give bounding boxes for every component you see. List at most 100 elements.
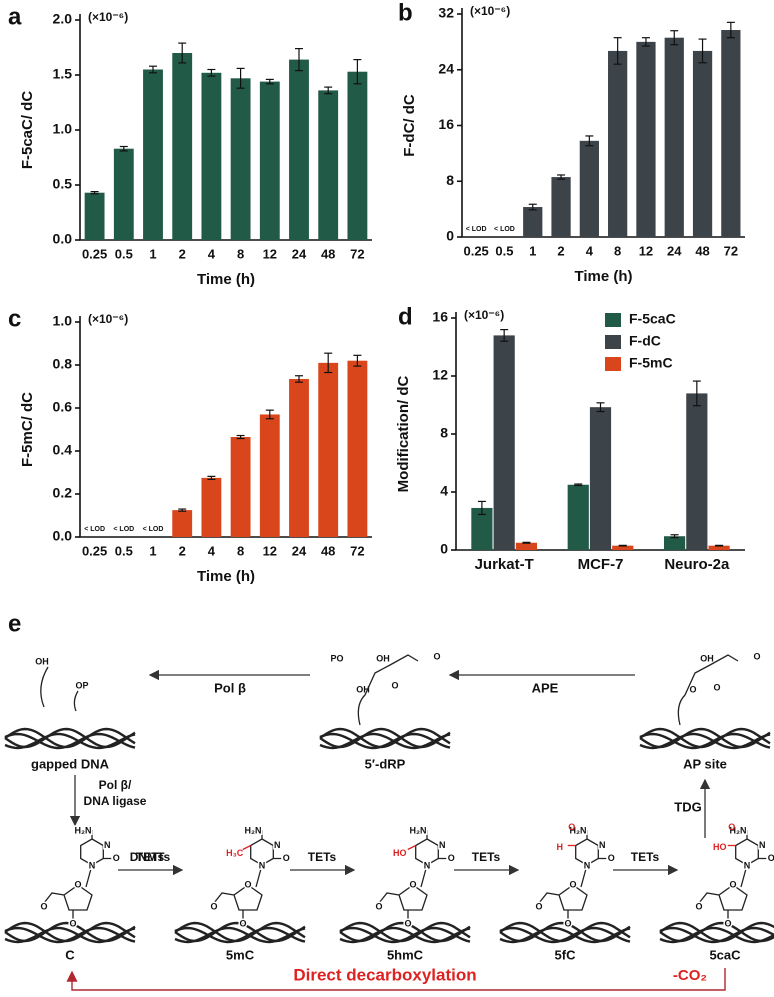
x-tick-label: 4 [586,243,594,258]
dna-helix [339,921,471,944]
diagram-text: H [556,842,563,852]
diagram-text: 5′-dRP [365,756,406,771]
diagram-text: 5hmC [387,947,424,962]
diagram-text: O [535,901,542,911]
y-tick-label: 0.0 [53,528,73,544]
diagram-text: N [274,840,281,850]
dna-strand [319,732,451,750]
x-tick-label: 0.5 [115,543,133,558]
y-multiplier: (×10⁻⁶) [88,10,128,24]
bar [579,140,599,237]
dna-helix [639,727,771,750]
bar [523,207,543,237]
group-bond [407,844,417,851]
value-label: < LOD [494,226,515,233]
x-tick-label: 2 [179,543,186,558]
diagram-text: O [768,853,774,863]
dna-strand [339,926,471,944]
legend-swatch [605,335,621,349]
diagram-text: HO [393,848,407,858]
base-bonds [255,830,282,888]
chart-panel: d (×10⁻⁶) 0 4 8 12 16 Modification/ dC Jurkat-T M… [395,303,745,573]
x-tick-label: 24 [292,543,307,558]
x-tick-label: 72 [350,543,364,558]
diagram-text: O [728,822,735,832]
bar [636,41,656,237]
diagram-text: N [599,840,606,850]
panel-letter: b [398,0,413,26]
bar [201,477,222,537]
bar [663,536,686,550]
bar [664,37,684,237]
diagram-text: gapped DNA [31,756,110,771]
dna-helix [4,921,136,944]
diagram-text: AP site [683,756,727,771]
x-tick-label: 24 [667,243,682,258]
diagram-text: N [424,860,431,870]
diagram-text: O [409,879,416,889]
x-tick-label: 72 [350,246,364,261]
dna-strand [659,921,774,943]
sugar-ring [378,884,428,920]
bar [589,407,612,550]
legend-label: F-5caC [629,311,676,327]
bar [721,30,741,238]
diagram-text: H₃C [226,848,244,858]
diagram-text: O [713,682,720,692]
x-axis-label: Time (h) [197,568,255,585]
legend-swatch [605,357,621,371]
y-tick-label: 1.0 [53,121,73,137]
bar [318,90,339,241]
x-tick-label: MCF-7 [578,556,624,573]
bar [551,177,571,237]
dna-strand [339,926,471,944]
diagram-text: O [244,879,251,889]
diagram-text: DNA ligase [84,794,147,808]
base-bonds [420,830,447,888]
diagram-text: 5mC [226,947,255,962]
diagram-text: TDG [674,799,701,814]
diagram-text: O [69,918,76,928]
diagram-text: H₂N [730,825,747,835]
y-tick-label: 0.4 [53,442,73,458]
y-multiplier: (×10⁻⁶) [464,308,504,322]
diagram-text: PO [330,653,343,663]
chart-panel: c (×10⁻⁶) 0.0 0.2 0.4 0.6 0.8 1.0 F-5mC/ dC Time … [8,305,372,585]
diagram-text: C [65,947,75,962]
diagram-text: O [724,918,731,928]
dna-strand [319,732,451,750]
diagram-text: 5fC [555,947,577,962]
diagram-text: -CO₂ [673,967,707,984]
bar [172,510,193,537]
y-axis-label: F-5caC/ dC [19,91,36,170]
x-tick-label: 2 [557,243,564,258]
y-tick-label: 2.0 [53,11,73,27]
diagram-text: N [584,860,591,870]
y-tick-label: 24 [438,60,454,76]
bar [708,545,730,550]
y-tick-label: 0 [440,541,448,557]
dna-helix [174,921,306,944]
x-tick-label: 1 [149,543,156,558]
dna-strand [499,921,631,943]
diagram-text: O [404,918,411,928]
diagram-text: OH [35,656,49,666]
diagram-text: O [40,901,47,911]
bar [686,393,708,550]
x-tick-label: 48 [695,243,709,258]
diagram-text: O [448,853,455,863]
dna-strand [659,926,774,944]
dna-strand [4,732,136,750]
diagram-text: APE [532,680,559,695]
sugar-ring [43,884,93,920]
x-tick-label: Jurkat-T [475,556,534,573]
diagram-text: O [391,680,398,690]
x-tick-label: 0.5 [115,246,133,261]
dna-strand [639,732,771,750]
y-tick-label: 0 [446,228,454,244]
dna-strand [4,926,136,944]
bar [515,542,538,550]
diagram-text: OH [356,684,370,694]
